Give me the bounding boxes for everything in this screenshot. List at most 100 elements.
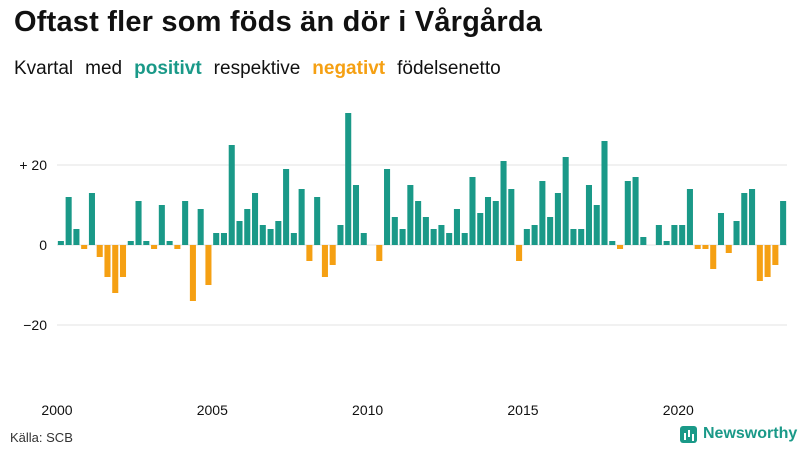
- bar: [197, 209, 204, 245]
- newsworthy-logo: Newsworthy: [680, 425, 797, 443]
- bar: [663, 241, 670, 245]
- bar: [220, 233, 227, 245]
- bar: [143, 241, 150, 245]
- bar: [733, 221, 740, 245]
- bar: [655, 225, 662, 245]
- bar: [376, 245, 383, 261]
- bar: [174, 245, 181, 249]
- x-tick-label: 2020: [663, 402, 694, 418]
- bar: [500, 161, 507, 245]
- bar: [407, 185, 414, 245]
- bar: [764, 245, 771, 277]
- bar: [205, 245, 212, 285]
- x-tick-label: 2015: [507, 402, 538, 418]
- subtitle-word-fodelsenetto: födelsenetto: [397, 58, 501, 79]
- bar: [547, 217, 554, 245]
- bar: [422, 217, 429, 245]
- bar: [702, 245, 709, 249]
- bar: [360, 233, 367, 245]
- bar: [477, 213, 484, 245]
- bar: [562, 157, 569, 245]
- x-tick-label: 2010: [352, 402, 383, 418]
- bar: [780, 201, 787, 245]
- bar: [469, 177, 476, 245]
- subtitle-word-med: med: [85, 58, 123, 79]
- bar: [135, 201, 142, 245]
- bar: [508, 189, 515, 245]
- bar: [686, 189, 693, 245]
- subtitle-positive-label: positivt: [134, 58, 202, 79]
- bar: [632, 177, 639, 245]
- bar: [314, 197, 321, 245]
- bar: [112, 245, 119, 293]
- chart-title: Oftast fler som föds än dör i Vårgårda: [14, 6, 543, 38]
- x-tick-label: 2005: [197, 402, 228, 418]
- x-tick-label: 2000: [41, 402, 72, 418]
- bar: [554, 193, 561, 245]
- bar: [391, 217, 398, 245]
- bar: [259, 225, 266, 245]
- bar: [244, 209, 251, 245]
- bar: [283, 169, 290, 245]
- bar: [671, 225, 678, 245]
- bar: [578, 229, 585, 245]
- y-tick-label: + 20: [19, 157, 47, 173]
- bar: [453, 209, 460, 245]
- bar: [306, 245, 313, 261]
- y-tick-label: −20: [23, 317, 47, 333]
- bar: [182, 201, 189, 245]
- bar: [617, 245, 624, 249]
- bar: [601, 141, 608, 245]
- bar: [158, 205, 165, 245]
- bar: [104, 245, 111, 277]
- bar: [189, 245, 196, 301]
- bar: [438, 225, 445, 245]
- bar: [523, 229, 530, 245]
- bar: [65, 197, 72, 245]
- bar: [399, 229, 406, 245]
- bar: [119, 245, 127, 277]
- newsworthy-icon: [680, 425, 697, 443]
- bar: [290, 233, 297, 245]
- bar: [252, 193, 259, 245]
- bar: [624, 181, 631, 245]
- source-note: Källa: SCB: [10, 430, 73, 445]
- bar: [236, 221, 243, 245]
- bar: [213, 233, 220, 245]
- bar: [329, 245, 336, 265]
- bar: [337, 225, 344, 245]
- bar: [461, 233, 468, 245]
- bar: [96, 245, 103, 257]
- brand-name: Newsworthy: [703, 425, 798, 442]
- bar: [640, 237, 647, 245]
- bar: [275, 221, 282, 245]
- bar: [166, 241, 173, 245]
- bar: [609, 241, 616, 245]
- bar: [749, 189, 756, 245]
- subtitle-word-respektive: respektive: [213, 58, 301, 79]
- bar: [484, 197, 492, 245]
- bar: [539, 181, 546, 245]
- bar: [710, 245, 717, 269]
- bar: [570, 229, 577, 245]
- bar: [679, 225, 686, 245]
- bar: [228, 145, 235, 245]
- bar: [298, 189, 305, 245]
- bar: [127, 241, 134, 245]
- bar: [694, 245, 701, 249]
- bar: [717, 213, 725, 245]
- bar: [81, 245, 88, 249]
- bar: [492, 201, 499, 245]
- bar: [516, 245, 523, 261]
- bar: [57, 241, 64, 245]
- bar: [756, 245, 763, 281]
- bar: [267, 229, 274, 245]
- bar: [345, 113, 352, 245]
- bar: [88, 193, 95, 245]
- chart-subtitle: Kvartal med positivt respektive negativt…: [14, 58, 501, 80]
- bar: [415, 201, 422, 245]
- subtitle-word-kvartal: Kvartal: [14, 58, 74, 79]
- bar: [321, 245, 328, 277]
- bar: [430, 229, 437, 245]
